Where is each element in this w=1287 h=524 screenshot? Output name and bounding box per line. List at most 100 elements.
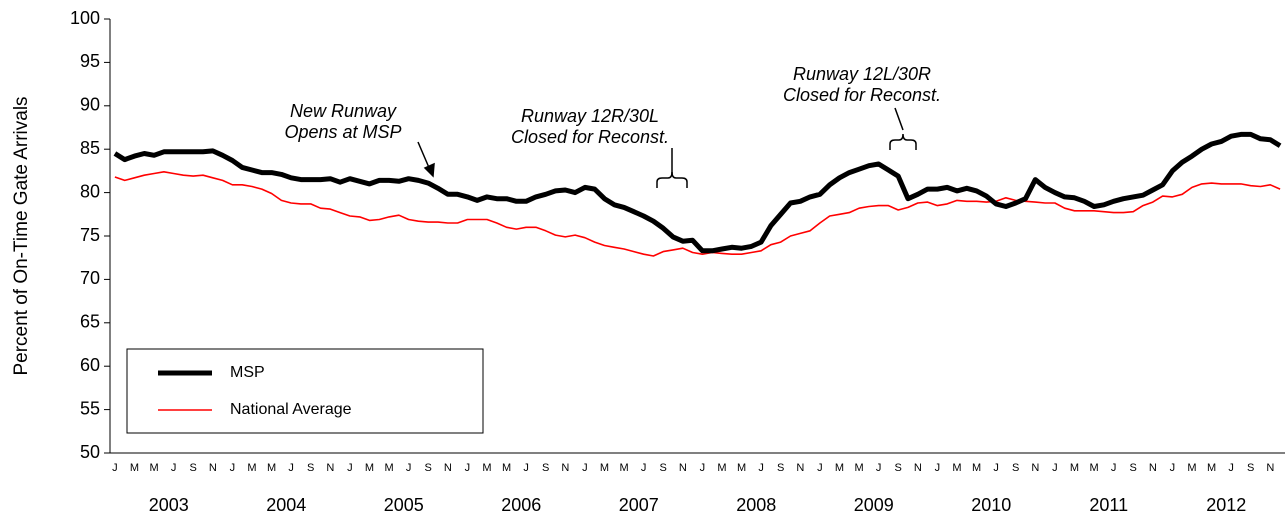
legend-box [126,348,484,434]
x-tick-label: J [935,462,941,474]
year-label: 2004 [266,495,306,515]
x-tick-label: M [717,462,726,474]
y-tick-label: 75 [80,225,100,245]
x-tick-label: N [209,462,217,474]
x-tick-label: J [112,462,118,474]
y-tick-label: 50 [80,442,100,462]
x-tick-label: J [1170,462,1176,474]
x-tick-label: S [425,462,432,474]
x-tick-label: M [1187,462,1196,474]
x-tick-label: J [406,462,412,474]
x-tick-label: N [326,462,334,474]
x-tick-label: N [1266,462,1274,474]
y-axis-label: Percent of On-Time Gate Arrivals [11,96,32,375]
y-tick-label: 55 [80,398,100,418]
x-tick-label: N [914,462,922,474]
x-tick-label: M [384,462,393,474]
annotation: Closed for Reconst. [783,85,941,105]
x-tick-label: M [854,462,863,474]
annotation: Runway 12R/30L [521,106,659,126]
x-tick-label: N [444,462,452,474]
x-tick-label: J [758,462,764,474]
x-tick-label: M [600,462,609,474]
x-tick-label: S [1247,462,1254,474]
year-label: 2010 [971,495,1011,515]
x-tick-label: J [465,462,471,474]
x-tick-label: J [993,462,999,474]
x-tick-label: M [952,462,961,474]
y-tick-label: 70 [80,268,100,288]
annotation-arrow [417,141,431,171]
year-label: 2008 [736,495,776,515]
x-tick-label: M [737,462,746,474]
annotation: New Runway [290,101,397,121]
series-line [114,171,1281,257]
x-tick-label: J [876,462,882,474]
x-tick-label: M [502,462,511,474]
y-tick-label: 65 [80,312,100,332]
x-tick-label: J [641,462,647,474]
x-tick-label: M [1089,462,1098,474]
year-label: 2009 [854,495,894,515]
x-tick-label: S [1130,462,1137,474]
annotation-brace [656,171,688,188]
legend-label: National Average [230,401,352,418]
x-tick-label: N [1149,462,1157,474]
x-tick-label: S [542,462,549,474]
x-tick-label: N [796,462,804,474]
year-label: 2006 [501,495,541,515]
x-tick-label: M [1070,462,1079,474]
year-label: 2005 [384,495,424,515]
year-label: 2003 [149,495,189,515]
y-tick-label: 90 [80,95,100,115]
series-line [113,131,1282,254]
x-tick-label: S [895,462,902,474]
x-tick-label: M [835,462,844,474]
x-tick-label: M [482,462,491,474]
year-label: 2007 [619,495,659,515]
x-tick-label: S [307,462,314,474]
legend-label: MSP [230,364,265,381]
x-tick-label: M [619,462,628,474]
x-tick-label: J [230,462,236,474]
x-tick-label: J [347,462,353,474]
x-tick-label: J [1228,462,1234,474]
year-label: 2012 [1206,495,1246,515]
x-tick-label: J [288,462,294,474]
x-tick-label: N [679,462,687,474]
x-tick-label: J [171,462,177,474]
x-tick-label: M [365,462,374,474]
annotation-line [894,107,904,131]
y-tick-label: 80 [80,181,100,201]
annotation-shapes [417,107,917,188]
y-tick-label: 100 [70,8,100,28]
annotation: Closed for Reconst. [511,127,669,147]
x-tick-label: J [523,462,529,474]
x-tick-label: J [817,462,823,474]
annotation-brace [889,133,917,150]
annotation: Opens at MSP [284,122,401,142]
x-tick-label: N [1031,462,1039,474]
x-tick-label: S [660,462,667,474]
x-tick-label: J [1111,462,1117,474]
x-tick-label: M [247,462,256,474]
x-tick-label: S [777,462,784,474]
x-tick-label: S [190,462,197,474]
x-tick-label: J [582,462,588,474]
x-tick-label: M [130,462,139,474]
x-tick-label: M [1207,462,1216,474]
x-tick-label: M [972,462,981,474]
x-tick-label: J [1052,462,1058,474]
x-tick-label: M [267,462,276,474]
y-tick-label: 85 [80,138,100,158]
year-label: 2011 [1089,495,1128,515]
x-tick-label: M [149,462,158,474]
y-tick-label: 60 [80,355,100,375]
x-tick-label: S [1012,462,1019,474]
arrowhead [423,162,435,178]
x-tick-label: J [700,462,706,474]
x-tick-label: N [561,462,569,474]
annotation: Runway 12L/30R [793,64,931,84]
